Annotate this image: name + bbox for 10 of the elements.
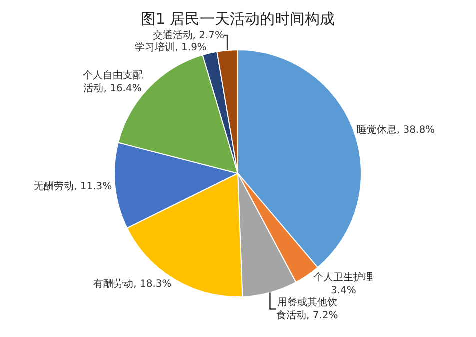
data-label: 3.4% (330, 286, 356, 297)
slice-label: 交通活动, 2.7% (152, 30, 225, 42)
chart-title: 图1 居民一天活动的时间构成 (140, 10, 336, 28)
slice-label: 无酬劳动, 11.3% (34, 180, 112, 192)
slice-label: 睡觉休息, 38.8% (356, 124, 436, 136)
slice-label: 学习培训, 1.9% (135, 42, 207, 54)
slice-label: 有酬劳动, 18.3% (94, 278, 172, 290)
slice-label: 用餐或其他饮食活动, 7.2% (276, 296, 338, 322)
slice-label: 个人自由支配活动, 16.4% (82, 69, 143, 94)
slice-label: 个人卫生护理 (314, 272, 374, 284)
